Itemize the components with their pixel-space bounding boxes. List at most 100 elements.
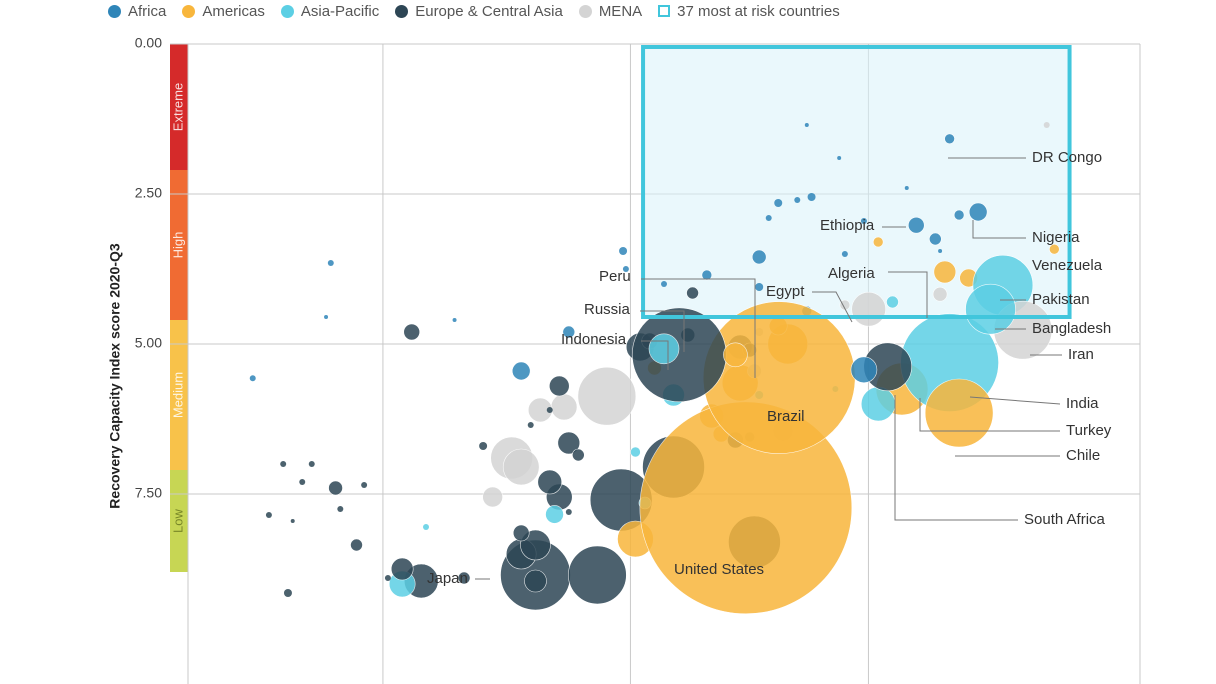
country-bubble-russia: [631, 307, 727, 403]
country-bubble: [765, 215, 772, 221]
country-bubble-egypt: [851, 291, 886, 327]
country-bubble: [804, 123, 809, 127]
annotation-leader-line: [812, 291, 853, 323]
country-bubble-south-africa: [850, 356, 878, 384]
country-bubble: [872, 236, 884, 248]
country-bubble: [537, 469, 563, 495]
annotation-label-peru: Peru: [599, 268, 631, 285]
annotation-label-japan: Japan: [427, 570, 468, 587]
risk-band-medium: [170, 320, 188, 470]
country-bubble: [511, 361, 531, 381]
annotation-label-algeria: Algeria: [828, 265, 875, 282]
country-bubble: [384, 575, 391, 581]
y-tick-label: 0.00: [135, 35, 162, 51]
country-bubble: [403, 323, 421, 341]
country-bubble: [548, 375, 570, 397]
country-bubble: [839, 299, 851, 311]
country-bubble: [328, 480, 343, 496]
country-bubble: [577, 366, 637, 426]
legend-dot-icon: [108, 4, 121, 18]
annotation-label-nigeria: Nigeria: [1032, 229, 1080, 246]
country-bubble: [938, 249, 943, 253]
chart-legend: Africa Americas Asia-Pacific Europe & Centr…: [108, 0, 856, 22]
country-bubble: [337, 506, 344, 512]
legend-label: Asia-Pacific: [300, 2, 380, 20]
legend-item: Asia-Pacific: [280, 2, 380, 20]
legend-item: Americas: [182, 3, 265, 20]
country-bubble: [327, 260, 334, 266]
country-bubble-ethiopia: [907, 216, 925, 234]
country-bubble: [361, 482, 368, 488]
legend-label: MENA: [598, 2, 643, 20]
legend-label: Americas: [202, 2, 265, 20]
country-bubble: [565, 509, 572, 515]
country-bubble: [308, 461, 315, 467]
country-bubble: [755, 283, 764, 291]
country-bubble: [546, 407, 553, 413]
legend-label: 37 most at risk countries: [677, 2, 840, 20]
country-bubble: [290, 519, 295, 523]
annotation-leader-line: [919, 398, 1060, 432]
annotation-leader-line: [641, 278, 756, 378]
annotation-leader-line: [969, 396, 1061, 405]
country-bubble: [572, 448, 585, 462]
country-bubble: [1043, 122, 1050, 128]
annotation-label-ethiopia: Ethiopia: [820, 217, 875, 234]
annotation-label-india: India: [1066, 395, 1099, 412]
country-bubble-chile: [924, 378, 994, 448]
annotation-leader-line: [888, 271, 928, 318]
annotation-label-venezuela: Venezuela: [1032, 257, 1103, 274]
annotation-label-iran: Iran: [1068, 346, 1094, 363]
country-bubble: [350, 538, 363, 552]
country-bubble: [953, 209, 965, 221]
legend-dot-icon: [395, 4, 409, 18]
country-bubble: [568, 545, 627, 605]
country-bubble-brazil: [702, 301, 856, 454]
country-bubble: [701, 269, 713, 281]
annotation-label-chile: Chile: [1066, 447, 1100, 464]
country-bubble: [512, 524, 530, 542]
risk-band-label: Low: [170, 508, 185, 532]
annotation-label-turkey: Turkey: [1066, 422, 1112, 439]
annotation-label-egypt: Egypt: [766, 283, 805, 300]
country-bubble: [249, 375, 256, 382]
country-bubble: [774, 199, 783, 207]
country-bubble: [860, 386, 896, 422]
risk-band-high: [170, 170, 188, 320]
legend-label: Africa: [128, 2, 167, 20]
country-bubble: [457, 571, 471, 585]
country-bubble: [452, 318, 457, 322]
country-bubble: [661, 281, 667, 287]
country-bubble-bangladesh: [965, 283, 1016, 335]
country-bubble-venezuela: [1049, 243, 1060, 255]
legend-dot-icon: [182, 4, 196, 18]
risk-band-extreme: [170, 44, 188, 170]
country-bubble-algeria: [932, 286, 948, 302]
annotation-leader-line: [641, 340, 669, 370]
annotation-label-pakistan: Pakistan: [1032, 291, 1090, 308]
y-tick-label: 7.50: [135, 485, 162, 501]
country-bubble: [933, 260, 957, 284]
country-bubble: [562, 325, 576, 339]
annotation-leader-line: [640, 310, 685, 352]
country-bubble: [630, 446, 641, 458]
legend-dot-icon: [578, 4, 592, 18]
legend-item: Europe & Central Asia: [395, 3, 563, 20]
country-bubble-indonesia: [648, 333, 680, 365]
legend-dot-icon: [280, 4, 294, 18]
risk-band-label: High: [170, 232, 185, 259]
country-bubble: [751, 249, 767, 265]
country-bubble: [299, 479, 306, 485]
risk-band-label: Medium: [170, 372, 185, 418]
country-bubble: [837, 156, 842, 160]
legend-item: MENA: [578, 2, 643, 20]
annotation-label-south-africa: South Africa: [1024, 511, 1106, 528]
country-bubble: [622, 266, 629, 272]
country-bubble: [860, 218, 867, 224]
country-bubble: [686, 286, 699, 300]
country-bubble: [265, 512, 272, 518]
annotation-leader-line: [894, 395, 1018, 521]
country-bubble: [929, 232, 942, 246]
y-tick-label: 5.00: [135, 335, 162, 351]
legend-label: Europe & Central Asia: [415, 2, 563, 20]
